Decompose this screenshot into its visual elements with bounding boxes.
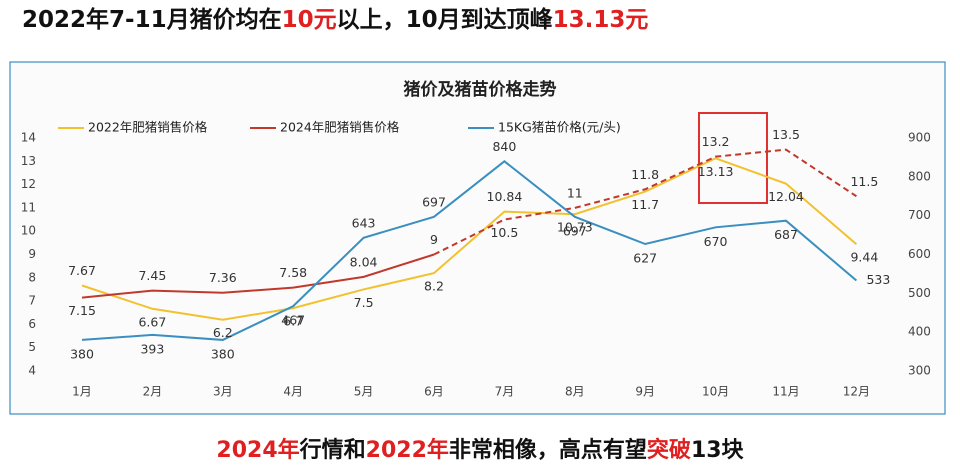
data-label: 11.5 [850, 174, 878, 189]
data-label: 11.8 [631, 167, 659, 182]
data-label: 10.5 [490, 225, 518, 240]
x-tick-label: 3月 [213, 385, 233, 399]
y2-tick-label: 400 [908, 325, 931, 339]
data-label: 13.2 [702, 134, 730, 149]
y2-tick-label: 900 [908, 131, 931, 145]
chart-title: 猪价及猪苗价格走势 [404, 79, 557, 100]
data-label: 380 [70, 346, 94, 361]
data-label: 10.84 [487, 189, 523, 204]
y-tick-label: 8 [28, 270, 36, 284]
footer-segment: 非常相像，高点有望 [449, 437, 647, 463]
x-tick-label: 6月 [424, 385, 444, 399]
data-label: 627 [633, 251, 657, 266]
y-tick-label: 4 [28, 364, 36, 378]
headline-segment: 2022年7-11月猪价均在 [22, 6, 282, 33]
x-tick-label: 9月 [635, 385, 655, 399]
data-label: 9 [430, 232, 438, 247]
headline-segment: 以上，10月到达顶峰 [337, 7, 554, 33]
headline-segment: 10元 [282, 7, 337, 33]
x-tick-label: 12月 [843, 385, 870, 399]
data-label: 697 [422, 194, 446, 209]
footer: 2024年行情和2022年非常相像，高点有望突破13块 [216, 437, 744, 463]
data-label: 7.45 [138, 268, 166, 283]
data-label: 393 [140, 341, 164, 356]
x-tick-label: 7月 [495, 385, 515, 399]
footer-segment: 2022年 [366, 437, 449, 463]
data-label: 7.36 [209, 270, 237, 285]
y2-tick-label: 600 [908, 247, 931, 261]
data-label: 13.13 [698, 164, 734, 179]
data-label: 10.73 [557, 220, 593, 235]
y-tick-label: 14 [21, 131, 36, 145]
x-tick-label: 1月 [72, 385, 92, 399]
data-label: 467 [281, 313, 305, 328]
x-tick-label: 10月 [702, 385, 729, 399]
y-tick-label: 11 [21, 200, 36, 214]
series-line [81, 157, 858, 321]
y-tick-label: 13 [21, 154, 36, 168]
data-label: 13.5 [772, 127, 800, 142]
x-tick-label: 2月 [143, 385, 163, 399]
data-label: 9.44 [850, 250, 878, 265]
x-tick-label: 8月 [565, 385, 585, 399]
data-label: 11.7 [631, 197, 659, 212]
x-tick-label: 4月 [283, 385, 303, 399]
data-label: 8.2 [424, 279, 444, 294]
data-label: 687 [774, 227, 798, 242]
data-label: 6.67 [138, 314, 166, 329]
data-label: 12.04 [768, 189, 804, 204]
chart-frame [9, 61, 946, 415]
y-tick-label: 6 [28, 317, 36, 331]
legend-label: 2024年肥猪销售价格 [280, 120, 400, 135]
data-label: 11 [567, 185, 583, 200]
headline-segment: 13.13元 [553, 7, 649, 33]
y-tick-label: 12 [21, 177, 36, 191]
y-tick-label: 7 [28, 294, 36, 308]
series-line [81, 253, 435, 299]
legend-label: 2022年肥猪销售价格 [88, 120, 208, 135]
y2-tick-label: 500 [908, 286, 931, 300]
series-line [81, 160, 858, 341]
y-tick-label: 9 [28, 247, 36, 261]
y2-tick-label: 700 [908, 208, 931, 222]
footer-segment: 2024年 [216, 437, 299, 463]
data-label: 7.67 [68, 263, 96, 278]
data-label: 380 [211, 346, 235, 361]
data-label: 533 [866, 272, 890, 287]
legend-label: 15KG猪苗价格(元/头) [498, 120, 621, 135]
data-label: 643 [352, 215, 376, 230]
y2-tick-label: 800 [908, 169, 931, 183]
series-line [433, 148, 857, 256]
footer-segment: 行情和 [299, 437, 366, 463]
data-label: 8.04 [350, 254, 378, 269]
x-tick-label: 5月 [354, 385, 374, 399]
data-label: 697 [563, 223, 587, 238]
highlight-box [698, 112, 768, 204]
y-tick-label: 10 [21, 224, 36, 238]
data-label: 7.5 [354, 295, 374, 310]
data-label: 7.58 [279, 265, 307, 280]
headline: 2022年7-11月猪价均在10元以上，10月到达顶峰13.13元 [22, 6, 648, 33]
data-label: 840 [492, 139, 516, 154]
x-tick-label: 11月 [772, 385, 799, 399]
y2-tick-label: 300 [908, 364, 931, 378]
y-tick-label: 5 [28, 340, 36, 354]
footer-segment: 突破 [647, 437, 691, 463]
data-label: 6.7 [283, 314, 303, 329]
data-label: 670 [704, 234, 728, 249]
footer-segment: 13块 [691, 438, 745, 463]
data-label: 6.2 [213, 325, 233, 340]
data-label: 7.15 [68, 303, 96, 318]
